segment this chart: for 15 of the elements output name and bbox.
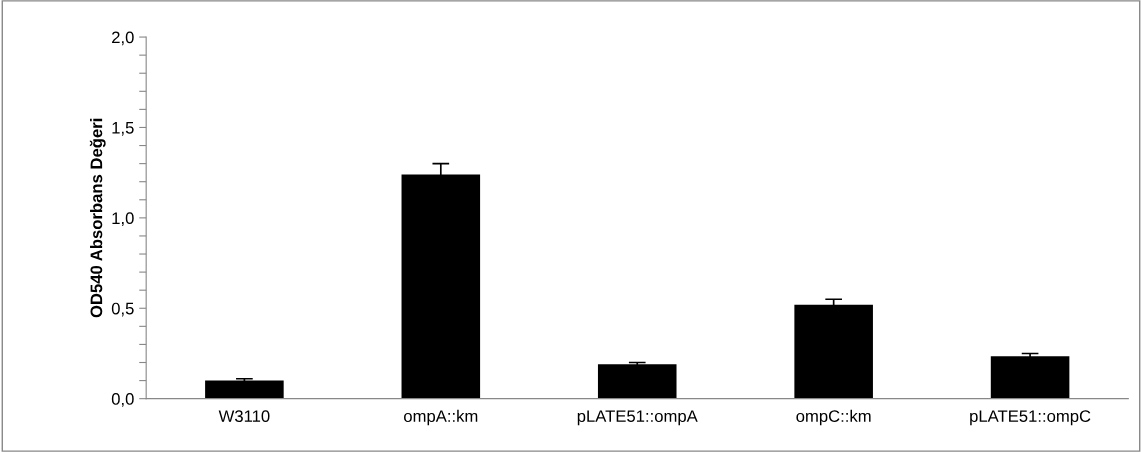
y-tick-label: 0,0 [111, 393, 134, 407]
bar [794, 304, 873, 399]
y-tick-label: 0,5 [111, 302, 134, 317]
bar [205, 380, 284, 399]
bar [597, 364, 677, 399]
x-tick-label: pLATE51::ompA [577, 410, 698, 426]
x-tick-label: ompC::km [796, 409, 871, 426]
bar [990, 356, 1070, 399]
y-tick-label: 2,0 [112, 31, 134, 46]
x-tick-label: pLATE51::ompC [970, 410, 1091, 426]
y-axis-title: OD540 Absorbans Değeri [89, 118, 106, 318]
x-tick-label: W3110 [218, 410, 270, 423]
x-tick-label: ompA::km [404, 409, 478, 426]
y-tick-label: 1,5 [112, 122, 134, 136]
y-tick-label: 1,0 [112, 212, 134, 227]
